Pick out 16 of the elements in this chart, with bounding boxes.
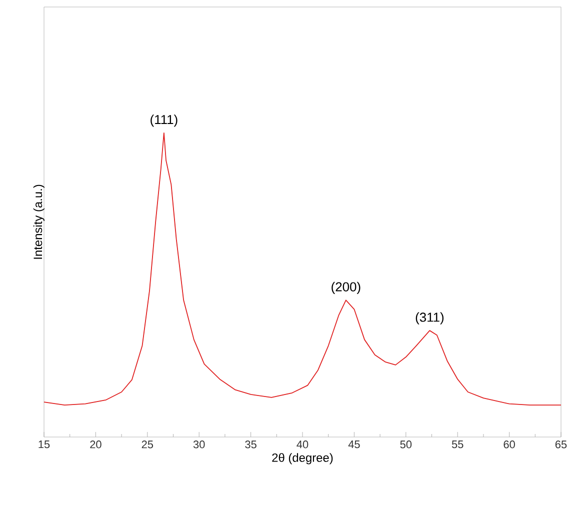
annotation: (111) xyxy=(150,114,178,127)
x-axis-title: 2θ (degree) xyxy=(272,453,333,464)
x-tick-label: 40 xyxy=(296,440,308,448)
y-axis-title: Intensity (a.u.) xyxy=(33,184,44,259)
x-tick-label: 15 xyxy=(38,440,50,448)
x-tick-label: 25 xyxy=(142,440,154,448)
x-tick-label: 35 xyxy=(245,440,256,448)
x-tick-label: 60 xyxy=(504,440,515,448)
x-tick-label: 45 xyxy=(348,440,360,448)
x-tick-label: 55 xyxy=(452,440,464,448)
x-tick-label: 30 xyxy=(193,440,205,448)
annotation: (200) xyxy=(332,282,360,294)
x-tick-label: 65 xyxy=(555,440,567,448)
annotation: (311) xyxy=(416,312,444,324)
x-tick-label: 50 xyxy=(400,440,412,448)
x-tick-label: 20 xyxy=(90,440,102,448)
